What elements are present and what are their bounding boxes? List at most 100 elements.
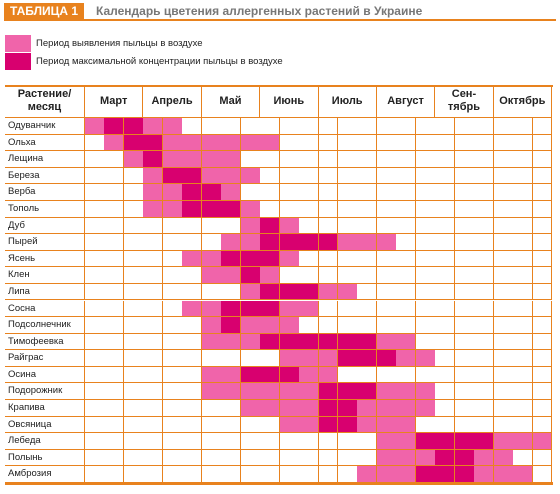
pollen-cell [513, 400, 534, 417]
pollen-cell [415, 333, 436, 351]
pollen-cell [415, 383, 436, 401]
pollen-cell [85, 449, 105, 467]
pollen-cell [240, 449, 261, 467]
month-header: Март [85, 85, 144, 118]
pollen-cell [415, 250, 436, 268]
pollen-cell [299, 400, 319, 417]
pollen-cell [221, 234, 242, 251]
pollen-cell [279, 151, 300, 168]
pollen-cell [493, 300, 514, 318]
month-header: Октябрь [493, 85, 552, 118]
pollen-cell [182, 466, 203, 483]
pollen-cell [201, 134, 222, 152]
pollen-cell [376, 234, 397, 251]
pollen-cell [474, 466, 495, 483]
pollen-cell [182, 184, 203, 201]
pollen-cell [299, 317, 319, 334]
pollen-cell [85, 333, 105, 351]
pollen-cell [376, 200, 397, 218]
pollen-cell [221, 300, 242, 318]
pollen-cell [162, 134, 183, 152]
pollen-cell [376, 217, 397, 235]
pollen-cell [162, 366, 183, 384]
pollen-cell [104, 167, 125, 185]
pollen-cell [299, 200, 319, 218]
pollen-cell [415, 267, 436, 284]
pollen-cell [376, 151, 397, 168]
pollen-cell [474, 250, 495, 268]
pollen-cell [415, 167, 436, 185]
pollen-cell [182, 366, 203, 384]
pollen-cell [454, 118, 475, 135]
pollen-cell [162, 383, 183, 401]
pollen-cell [182, 217, 203, 235]
pollen-cell [532, 283, 553, 301]
pollen-cell [435, 350, 456, 367]
pollen-cell [493, 449, 514, 467]
pollen-cell [318, 333, 339, 351]
pollen-cell [123, 466, 144, 483]
pollen-cell [240, 300, 261, 318]
pollen-cell [104, 366, 125, 384]
plant-name: Лебеда [5, 433, 85, 450]
pollen-cell [299, 416, 319, 434]
pollen-cell [396, 333, 417, 351]
pollen-cell [318, 400, 339, 417]
pollen-cell [85, 466, 105, 483]
pollen-cell [279, 118, 300, 135]
pollen-cell [260, 416, 281, 434]
pollen-cell [376, 300, 397, 318]
pollen-cell [435, 118, 456, 135]
pollen-cell [104, 234, 125, 251]
table-bottom [5, 482, 553, 485]
pollen-cell [337, 167, 358, 185]
pollen-cell [435, 317, 456, 334]
pollen-cell [513, 217, 534, 235]
pollen-cell [85, 317, 105, 334]
pollen-cell [260, 449, 281, 467]
pollen-cell [85, 250, 105, 268]
pollen-cell [201, 151, 222, 168]
pollen-cell [104, 283, 125, 301]
pollen-cell [454, 217, 475, 235]
pollen-cell [201, 118, 222, 135]
pollen-cell [221, 366, 242, 384]
pollen-cell [357, 416, 378, 434]
pollen-cell [260, 400, 281, 417]
pollen-cell [85, 234, 105, 251]
pollen-cell [532, 184, 553, 201]
pollen-cell [260, 184, 281, 201]
pollen-cell [474, 217, 495, 235]
pollen-cell [182, 350, 203, 367]
pollen-cell [143, 234, 164, 251]
pollen-cell [415, 234, 436, 251]
plant-name: Верба [5, 184, 85, 201]
pollen-cell [337, 466, 358, 483]
pollen-cell [337, 118, 358, 135]
pollen-cell [299, 433, 319, 450]
pollen-cell [299, 466, 319, 483]
legend-swatch [5, 53, 31, 70]
pollen-cell [415, 416, 436, 434]
pollen-cell [279, 234, 300, 251]
plant-name: Тимофеевка [5, 333, 85, 351]
pollen-cell [318, 317, 339, 334]
pollen-cell [240, 433, 261, 450]
pollen-cell [123, 400, 144, 417]
pollen-cell [513, 283, 534, 301]
pollen-cell [454, 416, 475, 434]
pollen-cell [318, 167, 339, 185]
pollen-cell [240, 217, 261, 235]
pollen-cell [162, 283, 183, 301]
plant-name: Овсяница [5, 416, 85, 434]
pollen-cell [318, 217, 339, 235]
pollen-cell [85, 167, 105, 185]
pollen-cell [104, 449, 125, 467]
pollen-cell [376, 449, 397, 467]
pollen-cell [162, 184, 183, 201]
pollen-cell [435, 300, 456, 318]
pollen-cell [201, 466, 222, 483]
pollen-cell [318, 366, 339, 384]
pollen-cell [396, 350, 417, 367]
